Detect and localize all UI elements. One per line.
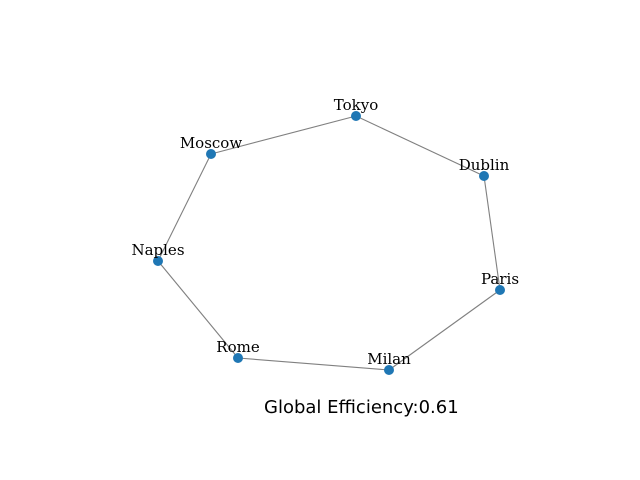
node-label-tokyo: Tokyo [334, 96, 378, 114]
node-label-paris: Paris [481, 270, 519, 288]
node-label-rome: Rome [216, 338, 260, 356]
node-tokyo [351, 111, 361, 121]
edge-tokyo-dublin [355, 115, 485, 177]
node-moscow [206, 149, 216, 159]
node-rome [233, 353, 243, 363]
edge-moscow-tokyo [210, 115, 357, 155]
node-label-naples: Naples [131, 241, 184, 259]
edge-naples-moscow [157, 153, 212, 262]
node-label-moscow: Moscow [180, 134, 243, 152]
node-paris [495, 285, 505, 295]
node-naples [153, 256, 163, 266]
node-dublin [479, 171, 489, 181]
node-label-milan: Milan [367, 350, 411, 368]
edge-milan-rome [237, 357, 390, 371]
metric-value: 0.61 [418, 397, 459, 418]
global-efficiency-caption: Global Efficiency:0.61 [264, 397, 459, 418]
metric-label: Global Efficiency: [264, 397, 419, 418]
edge-rome-naples [157, 260, 239, 359]
labels-layer: Tokyo Dublin Paris Milan Rome Naples Moscow [131, 96, 519, 368]
nodes-layer [153, 111, 505, 375]
edge-dublin-paris [483, 175, 501, 291]
node-label-dublin: Dublin [459, 156, 510, 174]
edges-layer [157, 115, 501, 371]
edge-paris-milan [388, 289, 501, 371]
node-milan [384, 365, 394, 375]
